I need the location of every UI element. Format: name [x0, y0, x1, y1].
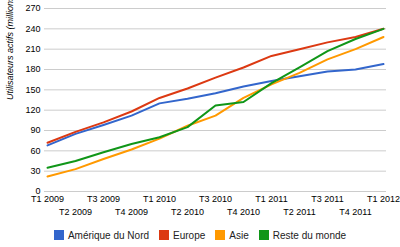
- svg-text:T1 2010: T1 2010: [143, 194, 176, 204]
- svg-text:T2 2010: T2 2010: [171, 207, 204, 217]
- svg-text:T4 2010: T4 2010: [227, 207, 260, 217]
- svg-text:T1 2012: T1 2012: [367, 194, 400, 204]
- html-text:Amérique du Nord: Amérique du Nord: [67, 229, 149, 241]
- svg-text:T4 2009: T4 2009: [115, 207, 148, 217]
- svg-text:T1 2011: T1 2011: [255, 194, 287, 204]
- svg-text:30: 30: [30, 166, 40, 176]
- html-text:Asie: Asie: [229, 229, 249, 241]
- svg-text:240: 240: [25, 24, 40, 34]
- svg-text:T4 2011: T4 2011: [339, 207, 371, 217]
- svg-text:180: 180: [25, 64, 40, 74]
- svg-text:90: 90: [30, 125, 40, 135]
- svg-text:T2 2009: T2 2009: [59, 207, 92, 217]
- svg-text:T2 2011: T2 2011: [283, 207, 315, 217]
- html-text:Reste du monde: Reste du monde: [272, 229, 347, 241]
- svg-text:T1 2009: T1 2009: [31, 194, 64, 204]
- svg-text:Utilisateurs actifs (millions): Utilisateurs actifs (millions): [5, 0, 15, 100]
- svg-text:210: 210: [25, 44, 40, 54]
- svg-text:0: 0: [35, 186, 41, 197]
- svg-text:T3 2009: T3 2009: [87, 194, 120, 204]
- svg-text:60: 60: [30, 146, 40, 156]
- svg-text:T3 2010: T3 2010: [199, 194, 232, 204]
- svg-text:T3 2011: T3 2011: [311, 194, 343, 204]
- svg-text:150: 150: [25, 85, 40, 95]
- html-text:Europe: Europe: [173, 229, 206, 241]
- svg-text:270: 270: [25, 3, 40, 13]
- svg-text:120: 120: [25, 105, 40, 115]
